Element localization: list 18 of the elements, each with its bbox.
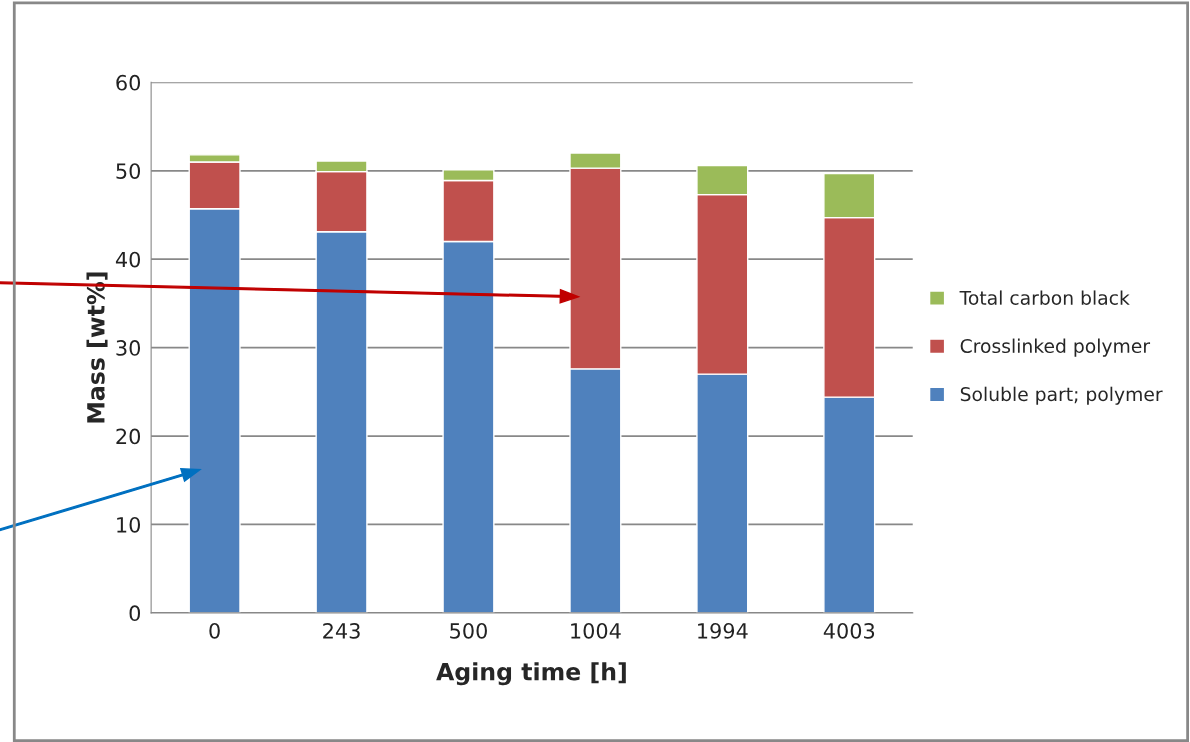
legend-label: Soluble part; polymer (960, 386, 1163, 405)
y-tick-label: 0 (129, 605, 141, 622)
y-tick-label: 60 (116, 74, 141, 91)
legend-label: Crosslinked polymer (960, 338, 1151, 357)
legend-label: Total carbon black (959, 290, 1130, 305)
y-tick-label: 50 (116, 163, 141, 179)
y-tick-label: 20 (116, 428, 141, 445)
x-tick-label: 1004 (571, 622, 621, 639)
x-axis-title: Aging time [h] (436, 662, 626, 686)
x-tick-label: 500 (450, 622, 487, 639)
x-tick-label: 4003 (823, 622, 875, 639)
x-tick-label: 243 (323, 622, 360, 639)
x-tick-label: 1994 (698, 622, 748, 639)
x-tick-label: 0 (209, 622, 220, 639)
y-tick-label: 10 (117, 516, 141, 533)
y-axis-title: Mass [wt%] (86, 272, 108, 423)
y-tick-label: 30 (116, 340, 141, 356)
y-tick-label: 40 (115, 251, 141, 268)
